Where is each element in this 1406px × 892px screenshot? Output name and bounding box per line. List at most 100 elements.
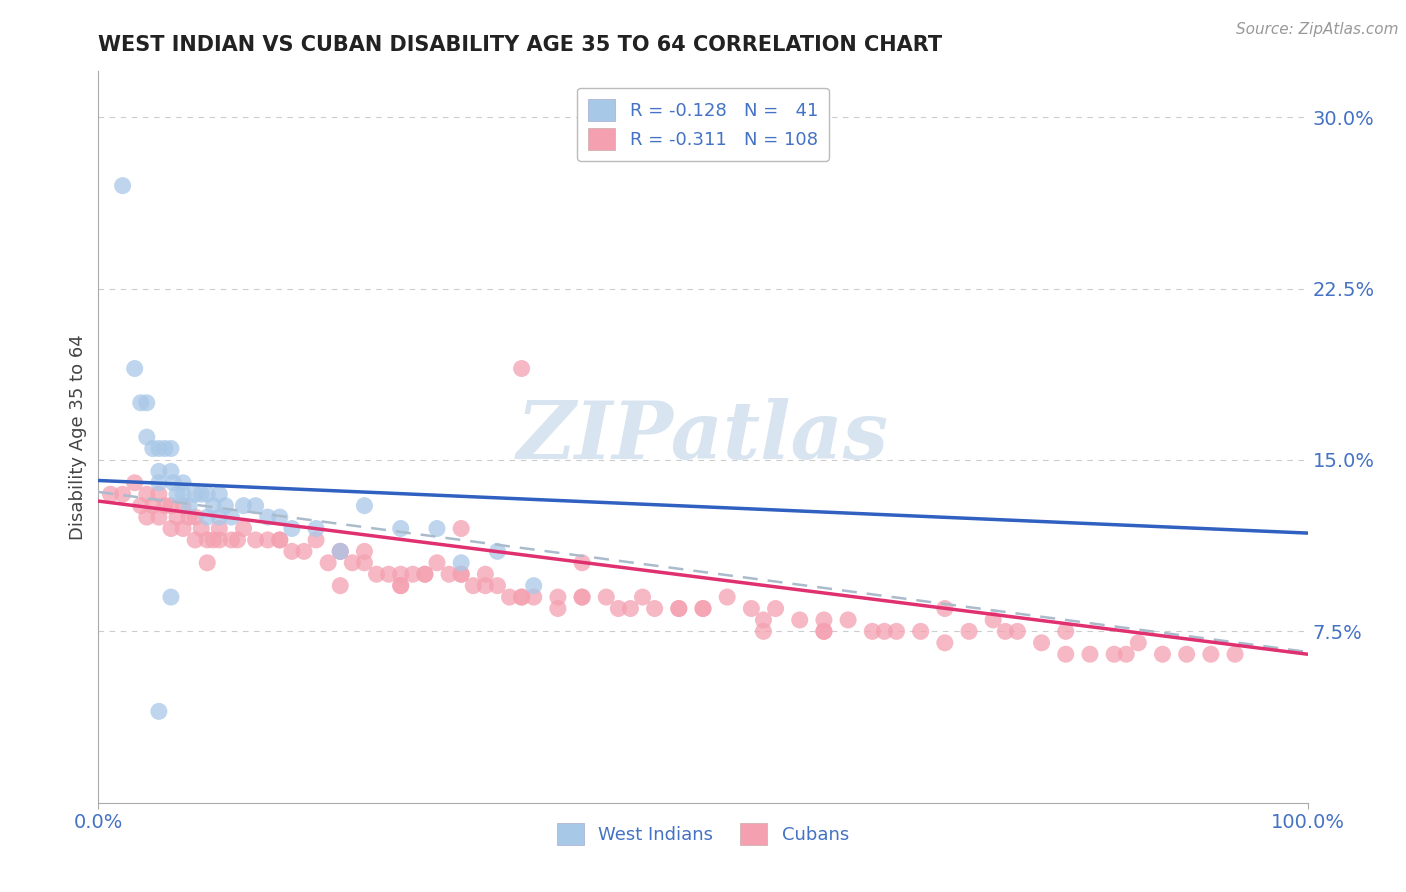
Point <box>765 601 787 615</box>
Point <box>607 601 630 615</box>
Point <box>413 567 436 582</box>
Point <box>644 601 666 615</box>
Legend: West Indians, Cubans: West Indians, Cubans <box>550 816 856 852</box>
Point <box>281 544 304 558</box>
Point <box>232 499 254 513</box>
Point <box>389 521 412 535</box>
Point <box>184 487 207 501</box>
Point <box>184 533 207 547</box>
Point <box>269 510 291 524</box>
Point <box>221 510 243 524</box>
Point <box>135 487 157 501</box>
Point <box>631 590 654 604</box>
Point <box>450 521 472 535</box>
Point <box>129 396 152 410</box>
Point <box>226 533 249 547</box>
Point <box>100 487 122 501</box>
Point <box>305 533 328 547</box>
Point <box>160 590 183 604</box>
Point <box>1031 636 1053 650</box>
Point <box>389 567 412 582</box>
Point <box>329 544 352 558</box>
Point <box>571 556 593 570</box>
Point <box>873 624 896 639</box>
Point <box>692 601 714 615</box>
Point <box>1152 647 1174 661</box>
Point <box>994 624 1017 639</box>
Point <box>195 533 218 547</box>
Point <box>162 475 184 490</box>
Point <box>752 624 775 639</box>
Point <box>160 521 183 535</box>
Point <box>547 601 569 615</box>
Point <box>208 533 231 547</box>
Point <box>269 533 291 547</box>
Point <box>752 613 775 627</box>
Point <box>910 624 932 639</box>
Point <box>166 510 188 524</box>
Point <box>208 521 231 535</box>
Point <box>1054 647 1077 661</box>
Point <box>402 567 425 582</box>
Point <box>571 590 593 604</box>
Y-axis label: Disability Age 35 to 64: Disability Age 35 to 64 <box>69 334 87 540</box>
Point <box>148 705 170 719</box>
Point <box>111 487 134 501</box>
Point <box>353 544 375 558</box>
Point <box>389 579 412 593</box>
Text: Source: ZipAtlas.com: Source: ZipAtlas.com <box>1236 22 1399 37</box>
Point <box>202 499 225 513</box>
Point <box>172 475 194 490</box>
Point <box>329 544 352 558</box>
Point <box>934 636 956 650</box>
Point <box>142 442 165 456</box>
Point <box>292 544 315 558</box>
Point <box>142 499 165 513</box>
Point <box>934 601 956 615</box>
Point <box>172 487 194 501</box>
Point <box>135 396 157 410</box>
Point <box>172 521 194 535</box>
Point <box>329 579 352 593</box>
Point <box>510 590 533 604</box>
Point <box>202 533 225 547</box>
Point <box>166 487 188 501</box>
Point <box>179 499 201 513</box>
Point <box>523 590 546 604</box>
Point <box>148 475 170 490</box>
Text: WEST INDIAN VS CUBAN DISABILITY AGE 35 TO 64 CORRELATION CHART: WEST INDIAN VS CUBAN DISABILITY AGE 35 T… <box>98 35 942 54</box>
Point <box>153 499 176 513</box>
Point <box>1115 647 1137 661</box>
Point <box>668 601 690 615</box>
Point <box>111 178 134 193</box>
Point <box>668 601 690 615</box>
Point <box>124 361 146 376</box>
Point <box>129 499 152 513</box>
Point <box>353 556 375 570</box>
Point <box>232 521 254 535</box>
Point <box>221 533 243 547</box>
Point <box>269 533 291 547</box>
Point <box>184 510 207 524</box>
Point <box>245 499 267 513</box>
Point <box>389 579 412 593</box>
Point <box>437 567 460 582</box>
Point <box>486 544 509 558</box>
Text: ZIPatlas: ZIPatlas <box>517 399 889 475</box>
Point <box>957 624 980 639</box>
Point <box>1054 624 1077 639</box>
Point <box>148 510 170 524</box>
Point <box>342 556 364 570</box>
Point <box>366 567 388 582</box>
Point <box>124 475 146 490</box>
Point <box>571 590 593 604</box>
Point <box>148 442 170 456</box>
Point <box>595 590 617 604</box>
Point <box>148 464 170 478</box>
Point <box>716 590 738 604</box>
Point <box>195 510 218 524</box>
Point <box>740 601 762 615</box>
Point <box>135 510 157 524</box>
Point <box>813 624 835 639</box>
Point <box>1102 647 1125 661</box>
